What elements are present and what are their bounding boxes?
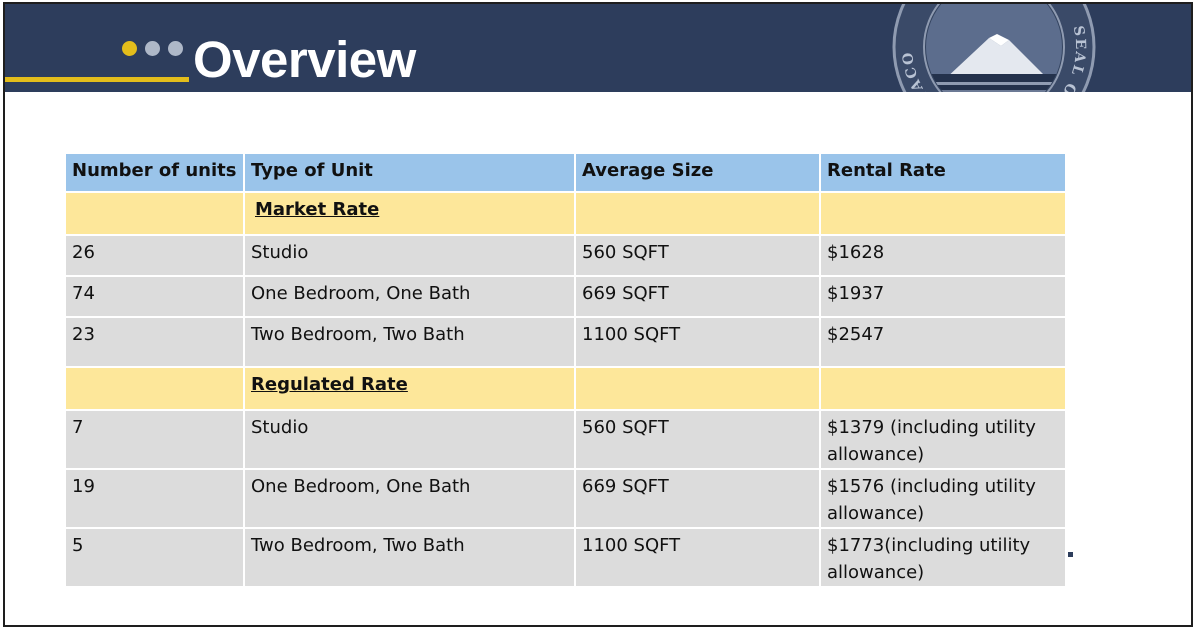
accent-line [5, 77, 189, 82]
cell-type: One Bedroom, One Bath [243, 468, 576, 529]
cell-size: 1100 SQFT [574, 316, 821, 368]
slide-header: Overview SEAL OF THE [5, 4, 1191, 92]
table-header-row: Number of units Type of Unit Average Siz… [64, 152, 1067, 193]
table-row: 26 Studio 560 SQFT $1628 [64, 234, 1067, 277]
cell-rate: $2547 [819, 316, 1067, 368]
cell-rate: $1773(including utility allowance) [819, 527, 1067, 588]
section-row-market-rate: Market Rate [64, 191, 1067, 236]
cell-type: One Bedroom, One Bath [243, 275, 576, 318]
cell-type: Studio [243, 409, 576, 470]
cell-rate: $1576 (including utility allowance) [819, 468, 1067, 529]
cell-units: 74 [64, 275, 245, 318]
table-row: 19 One Bedroom, One Bath 669 SQFT $1576 … [64, 468, 1067, 529]
table-row: 23 Two Bedroom, Two Bath 1100 SQFT $2547 [64, 316, 1067, 368]
cell-type: Two Bedroom, Two Bath [243, 527, 576, 588]
dot-gray-icon [145, 41, 160, 56]
cell-type: Two Bedroom, Two Bath [243, 316, 576, 368]
cell-units: 23 [64, 316, 245, 368]
column-header-type: Type of Unit [243, 152, 576, 193]
cell-size: 1100 SQFT [574, 527, 821, 588]
cell-size: 560 SQFT [574, 234, 821, 277]
table-row: 74 One Bedroom, One Bath 669 SQFT $1937 [64, 275, 1067, 318]
cell-units: 26 [64, 234, 245, 277]
dot-gray-icon [168, 41, 183, 56]
cell-units: 19 [64, 468, 245, 529]
cell-rate: $1379 (including utility allowance) [819, 409, 1067, 470]
column-header-rate: Rental Rate [819, 152, 1067, 193]
page-title: Overview [193, 31, 416, 88]
city-seal-logo: SEAL OF THE CITY OF TACOMA [880, 4, 1099, 92]
section-label: Market Rate [255, 199, 380, 220]
bullet-mark [1068, 552, 1073, 557]
cell-size: 669 SQFT [574, 468, 821, 529]
cell-size: 560 SQFT [574, 409, 821, 470]
section-label: Regulated Rate [251, 374, 408, 395]
section-row-regulated-rate: Regulated Rate [64, 366, 1067, 411]
cell-type: Studio [243, 234, 576, 277]
rental-rate-table: Number of units Type of Unit Average Siz… [64, 152, 1067, 588]
cell-units: 5 [64, 527, 245, 588]
column-header-size: Average Size [574, 152, 821, 193]
table-row: 5 Two Bedroom, Two Bath 1100 SQFT $1773(… [64, 527, 1067, 588]
column-header-units: Number of units [64, 152, 245, 193]
table-row: 7 Studio 560 SQFT $1379 (including utili… [64, 409, 1067, 470]
cell-rate: $1628 [819, 234, 1067, 277]
dot-gold-icon [122, 41, 137, 56]
cell-units: 7 [64, 409, 245, 470]
cell-size: 669 SQFT [574, 275, 821, 318]
cell-rate: $1937 [819, 275, 1067, 318]
